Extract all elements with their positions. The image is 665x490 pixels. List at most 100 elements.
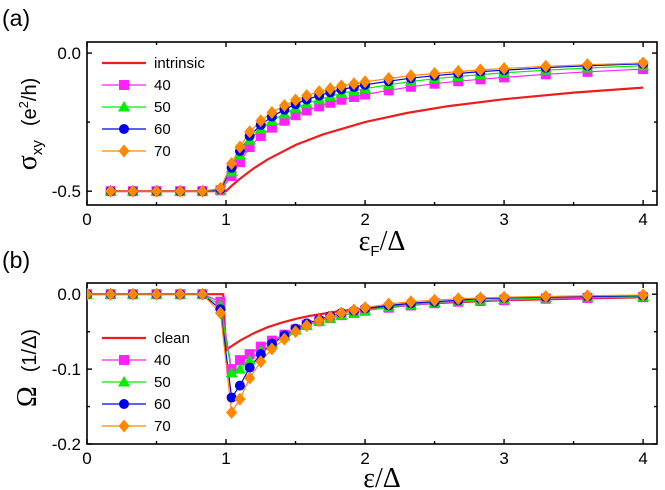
data-point-40 xyxy=(279,115,290,126)
x-tick-label: 4 xyxy=(638,210,647,229)
data-point-70 xyxy=(324,82,336,96)
data-point-40 xyxy=(336,94,347,105)
data-point-60 xyxy=(244,362,255,373)
data-point-40 xyxy=(234,157,245,168)
data-point-60 xyxy=(234,380,245,391)
legend-marker-60 xyxy=(119,399,129,409)
legend-label-50: 50 xyxy=(154,374,171,391)
x-tick-label: 0 xyxy=(82,210,91,229)
data-point-70 xyxy=(196,184,208,198)
data-point-70 xyxy=(540,59,552,73)
legend-marker-40 xyxy=(119,355,129,365)
x-tick-label: 1 xyxy=(221,449,230,468)
data-point-40 xyxy=(475,74,486,85)
data-point-70 xyxy=(498,62,510,76)
x-tick-label: 3 xyxy=(499,210,508,229)
data-point-40 xyxy=(360,89,371,100)
x-tick-label: 2 xyxy=(360,210,369,229)
data-point-70 xyxy=(301,89,313,103)
data-point-40 xyxy=(301,105,312,116)
series-line-60 xyxy=(110,63,644,192)
panel-label: (a) xyxy=(2,5,30,31)
data-point-40 xyxy=(290,110,301,121)
data-point-70 xyxy=(290,93,302,107)
data-point-40 xyxy=(348,91,359,102)
data-point-40 xyxy=(383,85,394,96)
y-axis-title: σxy(e2/h) xyxy=(12,78,46,170)
data-point-70 xyxy=(244,371,256,385)
legend-label-40: 40 xyxy=(154,352,171,369)
series-line-50 xyxy=(110,65,644,192)
x-tick-label: 1 xyxy=(221,210,230,229)
data-point-50 xyxy=(225,366,238,378)
data-point-70 xyxy=(383,297,395,311)
data-point-70 xyxy=(127,287,139,301)
series-group xyxy=(104,56,650,198)
data-point-70 xyxy=(151,287,163,301)
data-point-70 xyxy=(359,301,371,315)
y-tick-label: -0.2 xyxy=(52,435,81,454)
data-point-70 xyxy=(359,75,371,89)
data-point-50 xyxy=(233,363,246,374)
data-point-70 xyxy=(405,295,417,309)
x-tick-label: 3 xyxy=(499,449,508,468)
legend-marker-70 xyxy=(118,144,130,158)
data-point-40 xyxy=(405,81,416,92)
series-line-40 xyxy=(110,68,644,192)
data-point-70 xyxy=(234,392,246,406)
data-point-70 xyxy=(174,287,186,301)
y-axis-title: Ω(1/Δ) xyxy=(12,329,43,407)
plot-frame xyxy=(86,41,658,206)
data-point-70 xyxy=(474,291,486,305)
data-point-70 xyxy=(196,287,208,301)
series-line-intrinsic xyxy=(107,86,644,193)
legend-marker-60 xyxy=(119,124,129,134)
data-point-70 xyxy=(581,58,593,72)
x-tick-label: 2 xyxy=(360,449,369,468)
data-point-70 xyxy=(429,66,441,80)
legend-label-50: 50 xyxy=(154,99,171,116)
data-point-40 xyxy=(255,130,266,141)
series-line-70 xyxy=(110,62,644,192)
data-point-70 xyxy=(348,77,360,91)
data-point-70 xyxy=(474,63,486,77)
y-tick-label: -0.5 xyxy=(52,182,81,201)
data-point-70 xyxy=(429,293,441,307)
panel-label: (b) xyxy=(2,247,30,273)
data-point-70 xyxy=(214,306,226,320)
data-point-70 xyxy=(405,69,417,83)
data-point-70 xyxy=(335,306,347,320)
data-point-70 xyxy=(383,71,395,85)
legend-label-clean: clean xyxy=(154,330,190,347)
data-point-70 xyxy=(266,342,278,356)
data-point-60 xyxy=(255,349,266,360)
data-point-70 xyxy=(452,65,464,79)
data-point-70 xyxy=(105,184,117,198)
data-point-70 xyxy=(324,310,336,324)
x-tick-label: 0 xyxy=(82,449,91,468)
data-point-70 xyxy=(87,287,93,301)
data-point-70 xyxy=(637,56,649,70)
x-tick-label: 4 xyxy=(638,449,647,468)
data-point-40 xyxy=(234,355,245,366)
data-point-70 xyxy=(498,290,510,304)
y-tick-label: 0.0 xyxy=(57,285,81,304)
legend-label-intrinsic: intrinsic xyxy=(154,55,205,72)
data-point-70 xyxy=(637,288,649,302)
data-point-40 xyxy=(314,101,325,112)
data-point-70 xyxy=(127,184,139,198)
legend-label-70: 70 xyxy=(154,143,171,160)
y-tick-label: 0.0 xyxy=(57,44,81,63)
data-point-70 xyxy=(335,79,347,93)
data-point-40 xyxy=(266,122,277,133)
data-point-70 xyxy=(226,406,238,420)
legend-marker-50 xyxy=(118,101,130,112)
data-point-70 xyxy=(348,303,360,317)
data-point-70 xyxy=(452,292,464,306)
data-point-60 xyxy=(226,392,237,403)
legend-label-60: 60 xyxy=(154,396,171,413)
legend-marker-70 xyxy=(118,419,130,433)
legend-label-40: 40 xyxy=(154,77,171,94)
panel-b: (b) 0 1 2 3 4 0.0 -0.1 -0.2 ε/Δ Ω(1/Δ) clean 40 50 60 7… xyxy=(2,247,658,490)
